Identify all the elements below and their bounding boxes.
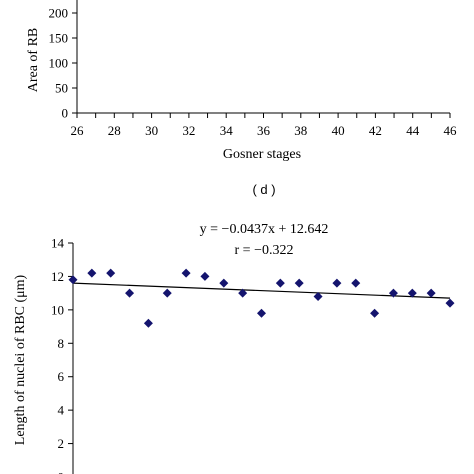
bottom-y-tick-label: 14 <box>51 236 65 251</box>
regression-equation: y = −0.0437x + 12.642 <box>200 222 329 237</box>
data-point <box>200 271 210 281</box>
data-point <box>68 275 78 285</box>
top-y-tick-label: 150 <box>49 31 69 46</box>
top-x-tick-label: 26 <box>71 123 85 138</box>
bottom-y-tick-label: 0 <box>58 470 65 474</box>
bottom-y-tick-label: 10 <box>51 302 64 317</box>
data-point <box>332 278 342 288</box>
top-x-tick-label: 42 <box>369 123 382 138</box>
bottom-y-tick-label: 8 <box>58 336 65 351</box>
top-x-tick-label: 30 <box>145 123 158 138</box>
top-x-tick-label: 28 <box>108 123 121 138</box>
bottom-y-tick-label: 12 <box>51 269 64 284</box>
correlation-coefficient: r = −0.322 <box>235 243 294 258</box>
data-point <box>370 308 380 318</box>
bottom-y-tick-label: 2 <box>58 436 65 451</box>
data-point <box>143 318 153 328</box>
data-point <box>426 288 436 298</box>
data-point <box>275 278 285 288</box>
top-x-tick-label: 32 <box>182 123 195 138</box>
bottom-y-tick-label: 4 <box>58 403 65 418</box>
top-y-tick-label: 0 <box>62 106 69 121</box>
trendline <box>72 282 451 299</box>
top-x-tick-label: 44 <box>406 123 420 138</box>
data-point <box>181 268 191 278</box>
top-x-tick-label: 36 <box>257 123 271 138</box>
top-x-tick-label: 40 <box>332 123 345 138</box>
bottom-y-axis-title: Length of nuclei of RBC (μm) <box>13 274 28 445</box>
data-point <box>313 291 323 301</box>
data-point <box>257 308 266 318</box>
top-x-tick-label: 46 <box>444 123 458 138</box>
top-x-tick-label: 34 <box>220 123 234 138</box>
top-y-tick-label: 100 <box>49 56 69 71</box>
top-chart: 0 50 100 150 200 26 28 30 32 34 36 38 40 42 44 46 Gosn… <box>26 0 457 162</box>
bottom-y-tick-label: 6 <box>58 369 65 384</box>
bottom-y-ticks: 0 2 4 6 8 10 12 14 <box>51 236 73 474</box>
data-point <box>445 298 455 308</box>
top-x-axis-title: Gosner stages <box>223 147 301 162</box>
data-point <box>219 278 229 288</box>
top-y-ticks: 0 50 100 150 200 <box>49 6 77 121</box>
data-point <box>407 288 417 298</box>
top-y-tick-label: 50 <box>55 81 68 96</box>
data-points <box>68 268 455 328</box>
data-point <box>294 278 304 288</box>
data-point <box>125 288 135 298</box>
bottom-chart: y = −0.0437x + 12.642 r = −0.322 0 2 4 6 8 10… <box>13 222 455 474</box>
top-y-tick-label: 200 <box>49 6 69 21</box>
data-point <box>106 268 116 278</box>
data-point <box>162 288 172 298</box>
top-y-axis-title: Area of RB <box>26 28 41 93</box>
data-point <box>388 288 398 298</box>
top-x-ticks: 26 28 30 32 34 36 38 40 42 44 46 <box>71 113 458 138</box>
top-x-tick-label: 38 <box>294 123 307 138</box>
panel-label-d: ( d ) <box>252 182 275 197</box>
data-point <box>238 288 248 298</box>
data-point <box>351 278 361 288</box>
data-point <box>87 268 97 278</box>
